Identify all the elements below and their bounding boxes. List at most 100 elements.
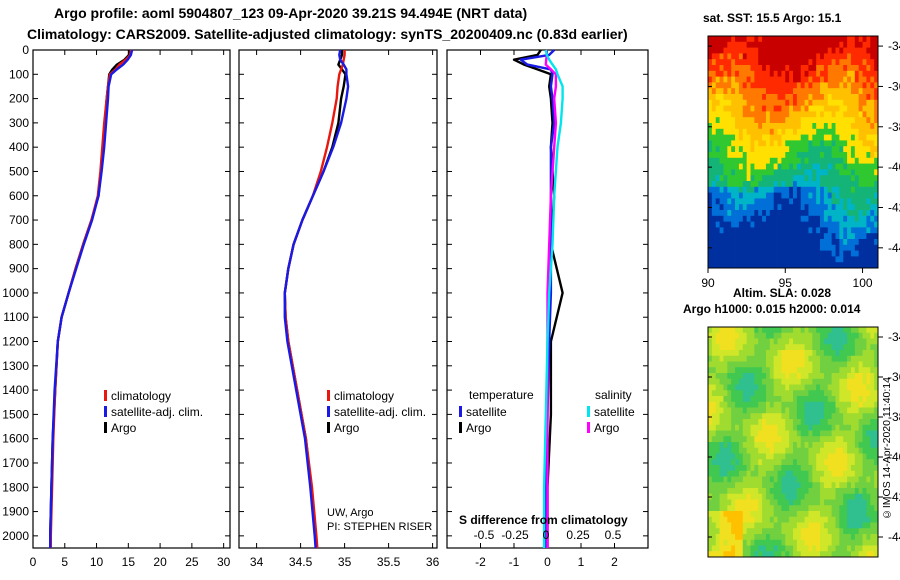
map-cell <box>754 123 759 130</box>
map-cell <box>731 244 736 251</box>
map-cell <box>816 338 821 345</box>
map-cell <box>773 407 778 414</box>
map-cell <box>738 430 744 437</box>
map-cell <box>874 256 879 263</box>
map-cell <box>773 361 778 368</box>
map-cell <box>816 169 821 176</box>
map-cell <box>800 545 805 552</box>
map-cell <box>839 227 844 234</box>
map-cell <box>800 350 805 357</box>
map-cell <box>719 516 724 523</box>
map-cell <box>854 117 860 124</box>
map-cell <box>727 88 732 95</box>
map-cell <box>827 65 833 72</box>
map-cell <box>735 175 740 182</box>
map-cell <box>800 424 805 431</box>
map-cell <box>808 424 813 431</box>
map-cell <box>765 169 771 176</box>
map-cell <box>765 239 771 246</box>
map-cell <box>738 244 744 251</box>
map-cell <box>754 88 759 95</box>
map-cell <box>816 53 821 60</box>
map-cell <box>812 47 817 54</box>
map-cell <box>765 198 771 205</box>
map-cell <box>862 367 867 374</box>
map-cell <box>874 82 879 89</box>
map-cell <box>862 146 867 153</box>
map-cell <box>765 181 771 188</box>
map-cell <box>769 539 775 546</box>
map-cell <box>708 499 713 506</box>
map-cell <box>839 250 844 257</box>
map-cell <box>823 505 829 512</box>
map-cell <box>785 36 790 43</box>
map-cell <box>731 88 736 95</box>
map-cell <box>850 128 856 135</box>
map-cell <box>781 361 786 368</box>
map-cell <box>762 482 767 489</box>
map-cell <box>742 545 748 552</box>
map-cell <box>719 59 724 66</box>
map-cell <box>723 378 728 385</box>
map-cell <box>715 505 720 512</box>
map-cell <box>843 198 848 205</box>
map-cell <box>804 233 809 240</box>
map-cell <box>769 117 775 124</box>
map-cell <box>754 152 759 159</box>
map-cell <box>789 41 794 48</box>
map-cell <box>785 227 790 234</box>
map-cell <box>746 390 751 397</box>
map-cell <box>738 175 744 182</box>
salinity-x-tick-label: 34.5 <box>289 555 313 569</box>
map-cell <box>823 373 829 380</box>
map-cell <box>812 361 817 368</box>
map-cell <box>785 70 790 77</box>
map-cell <box>847 76 852 83</box>
map-cell <box>827 327 833 334</box>
map-cell <box>781 528 786 535</box>
map-cell <box>816 419 821 426</box>
map-cell <box>854 256 860 263</box>
map-cell <box>827 436 833 443</box>
map-cell <box>796 465 802 472</box>
map-cell <box>789 355 794 362</box>
map-cell <box>808 350 813 357</box>
map-cell <box>715 493 720 500</box>
map-cell <box>765 204 771 211</box>
map-cell <box>870 262 875 269</box>
map-cell <box>858 70 863 77</box>
map-cell <box>746 344 751 351</box>
map-cell <box>727 419 732 426</box>
map-cell <box>758 505 763 512</box>
map-cell <box>823 244 829 251</box>
map-cell <box>738 344 744 351</box>
map-cell <box>820 338 825 345</box>
map-cell <box>731 332 736 339</box>
map-cell <box>800 390 805 397</box>
map-cell <box>854 539 860 546</box>
map-cell <box>789 99 794 106</box>
map-cell <box>854 134 860 141</box>
map-cell <box>862 152 867 159</box>
legend-swatch <box>104 406 107 417</box>
map-cell <box>831 186 836 193</box>
map-cell <box>785 94 790 101</box>
map-cell <box>827 476 833 483</box>
map-cell <box>835 134 840 141</box>
map-cell <box>870 482 875 489</box>
map-cell <box>789 250 794 257</box>
temperature-frame <box>32 49 231 549</box>
map-cell <box>727 198 732 205</box>
map-cell <box>874 332 879 339</box>
map-cell <box>746 401 751 408</box>
map-cell <box>708 401 713 408</box>
map-cell <box>862 94 867 101</box>
map-cell <box>862 262 867 269</box>
map-cell <box>804 459 809 466</box>
map-cell <box>735 390 740 397</box>
map-cell <box>746 511 751 518</box>
map-cell <box>746 53 751 60</box>
map-cell <box>708 134 713 141</box>
map-cell <box>827 41 833 48</box>
map-cell <box>765 355 771 362</box>
